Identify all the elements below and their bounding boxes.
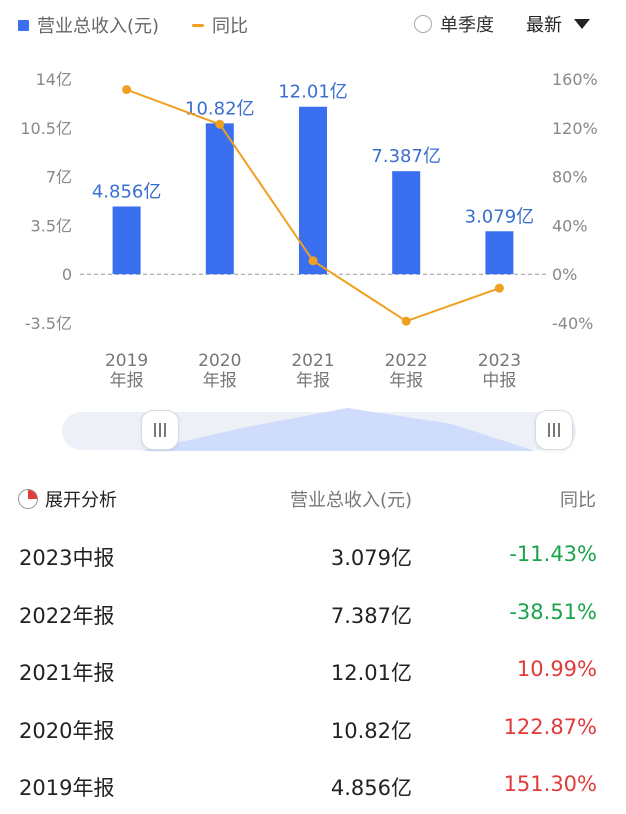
grip-icon — [154, 423, 166, 437]
bar — [392, 171, 421, 275]
x-tick-label: 年报 — [110, 371, 144, 391]
revenue-chart: 14亿 10.5亿 7亿 3.5亿 0 -3.5亿 160% 120% 80% 40% 0% -40%… — [20, 70, 598, 391]
row-period: 2019年报 — [19, 776, 115, 800]
x-tick-label: 年报 — [203, 371, 237, 391]
y-left-tick-label: 7亿 — [46, 168, 72, 187]
table-row[interactable]: 2022年报 7.387亿 -38.51% — [0, 584, 626, 642]
bar — [299, 106, 327, 275]
row-period: 2023中报 — [19, 546, 115, 570]
grip-icon — [548, 423, 560, 437]
column-header-yoy: 同比 — [560, 490, 596, 511]
slider-handle-right[interactable] — [535, 410, 573, 450]
y-left-tick-label: 14亿 — [36, 70, 72, 89]
table-header: 展开分析 营业总收入(元) 同比 — [0, 470, 626, 526]
row-yoy: -11.43% — [509, 542, 597, 566]
row-period: 2021年报 — [19, 661, 115, 685]
x-tick-label: 中报 — [482, 371, 516, 391]
slider-handle-left[interactable] — [141, 410, 179, 450]
line-swatch-icon — [192, 23, 204, 27]
y-left-tick-label: 10.5亿 — [20, 119, 72, 138]
bar — [112, 206, 141, 275]
data-table: 展开分析 营业总收入(元) 同比 2023中报 3.079亿 -11.43% 2022… — [0, 470, 626, 814]
row-revenue: 10.82亿 — [330, 718, 412, 743]
y-right-tick-label: 80% — [552, 168, 588, 187]
table-row[interactable]: 2023中报 3.079亿 -11.43% — [0, 526, 626, 584]
quarter-radio[interactable]: 单季度 — [414, 11, 494, 37]
yoy-point — [401, 316, 411, 326]
bar-data-label: 4.856亿 — [92, 181, 162, 202]
x-tick-label: 2020 — [198, 351, 241, 371]
bar-data-label: 3.079亿 — [465, 206, 535, 227]
yoy-point — [308, 256, 318, 266]
sort-label: 最新 — [526, 15, 562, 36]
column-header-revenue: 营业总收入(元) — [289, 490, 412, 511]
bar-data-label: 10.82亿 — [185, 98, 255, 119]
y-left-tick-label: 0 — [62, 265, 72, 284]
expand-analysis-label: 展开分析 — [45, 490, 117, 511]
x-tick-label: 年报 — [296, 371, 330, 391]
row-period: 2022年报 — [19, 603, 115, 628]
chart-toolbar: 营业总收入(元) 同比 单季度 最新 — [0, 0, 626, 50]
y-right-tick-label: 40% — [552, 216, 588, 235]
row-revenue: 12.01亿 — [330, 661, 412, 685]
bar — [205, 123, 234, 275]
radio-circle-icon — [414, 15, 432, 33]
row-yoy: -38.51% — [509, 599, 597, 624]
sort-dropdown[interactable]: 最新 — [526, 11, 590, 37]
row-yoy: 151.30% — [503, 772, 597, 796]
x-tick-label: 2023 — [478, 351, 521, 371]
row-yoy: 10.99% — [516, 657, 597, 681]
bar — [485, 231, 514, 275]
caret-down-icon — [574, 19, 590, 29]
legend-revenue-label: 营业总收入(元) — [37, 16, 160, 37]
row-period: 2020年报 — [19, 718, 115, 743]
table-row[interactable]: 2019年报 4.856亿 151.30% — [0, 756, 626, 814]
table-body: 2023中报 3.079亿 -11.43% 2022年报 7.387亿 -38.51% 20… — [0, 526, 626, 814]
row-revenue: 7.387亿 — [330, 603, 412, 628]
y-right-tick-label: 0% — [552, 265, 577, 284]
yoy-point — [122, 85, 132, 95]
y-left-tick-label: -3.5亿 — [25, 314, 72, 333]
pie-chart-icon — [18, 489, 38, 509]
bar-swatch-icon — [18, 19, 29, 31]
legend-revenue[interactable]: 营业总收入(元) — [18, 12, 159, 38]
slider-preview-area — [141, 408, 535, 451]
row-revenue: 3.079亿 — [330, 546, 412, 570]
bar-data-label: 7.387亿 — [371, 146, 441, 167]
quarter-label: 单季度 — [440, 15, 494, 36]
x-tick-label: 2019 — [105, 351, 148, 371]
bar-data-label: 12.01亿 — [278, 82, 348, 103]
row-revenue: 4.856亿 — [330, 776, 412, 800]
y-right-tick-label: 160% — [552, 70, 598, 89]
x-tick-label: 年报 — [389, 371, 423, 391]
table-row[interactable]: 2021年报 12.01亿 10.99% — [0, 641, 626, 699]
y-right-tick-label: 120% — [552, 119, 598, 138]
x-tick-label: 2021 — [291, 351, 334, 371]
legend-yoy-label: 同比 — [212, 16, 248, 37]
y-right-tick-label: -40% — [552, 314, 593, 333]
legend-yoy[interactable]: 同比 — [192, 12, 248, 38]
yoy-point — [494, 283, 504, 293]
row-yoy: 122.87% — [503, 714, 597, 739]
expand-analysis-button[interactable]: 展开分析 — [18, 486, 117, 512]
yoy-point — [215, 119, 225, 129]
range-slider[interactable] — [62, 408, 576, 454]
table-row[interactable]: 2020年报 10.82亿 122.87% — [0, 699, 626, 757]
y-left-tick-label: 3.5亿 — [31, 216, 72, 235]
x-tick-label: 2022 — [385, 351, 428, 371]
